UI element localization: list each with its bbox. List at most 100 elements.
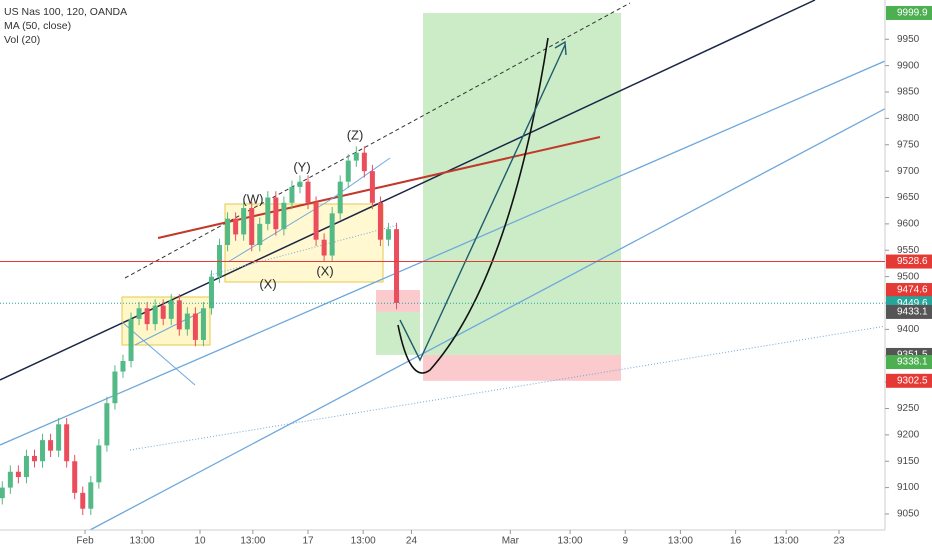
x-tick-label: 16 (730, 536, 742, 547)
candle-body (160, 305, 166, 319)
x-tick-label: 17 (302, 536, 314, 547)
x-tick-label: 13:00 (668, 536, 693, 547)
wave-label: (X) (259, 276, 276, 291)
price-tag-label: 9433.1 (897, 307, 928, 318)
candle-body (321, 239, 327, 256)
y-tick-label: 9050 (897, 509, 920, 520)
y-tick-label: 9550 (897, 245, 920, 256)
resistance-line (157, 136, 601, 239)
x-tick-label: Feb (76, 536, 94, 547)
x-tick-label: 13:00 (774, 536, 799, 547)
candles (0, 146, 400, 516)
candle-body (31, 455, 37, 462)
x-tick-label: 13:00 (351, 536, 376, 547)
y-tick-label: 9800 (897, 113, 920, 124)
pattern-line (121, 321, 196, 386)
profit-zone (376, 311, 420, 355)
candle-body (297, 181, 303, 187)
candle-body (200, 308, 206, 340)
dotted-line (209, 224, 399, 276)
x-tick-label: 13:00 (130, 536, 155, 547)
candle-body (184, 313, 190, 330)
wave-label: (Y) (293, 159, 310, 174)
arrow-head (554, 40, 567, 56)
candle-body (120, 361, 126, 372)
chart-title: US Nas 100, 120, OANDA (4, 6, 127, 18)
candle-body (265, 197, 271, 224)
candle-body (56, 424, 62, 451)
candle-body (281, 202, 287, 230)
channel-line (89, 104, 893, 531)
candle-body (23, 455, 29, 478)
price-tag-label: 9474.6 (897, 285, 928, 296)
x-tick-label: 9 (622, 536, 628, 547)
channel-line (0, 57, 893, 446)
wave-label: (W) (243, 191, 264, 206)
candle-body (313, 202, 319, 240)
candle-body (345, 160, 351, 182)
x-tick-label: Mar (502, 536, 520, 547)
candle-body (0, 487, 5, 499)
y-tick-label: 9600 (897, 219, 920, 230)
candle-body (48, 440, 54, 451)
y-tick-label: 9750 (897, 139, 920, 150)
forecast-curve (397, 37, 549, 374)
candle-body (104, 403, 110, 446)
candle-body (192, 313, 198, 340)
candle-body (128, 318, 134, 362)
price-tag (886, 254, 932, 269)
candle-body (40, 440, 46, 462)
candle-body (273, 197, 279, 230)
price-tag (886, 283, 932, 298)
candle-body (377, 202, 383, 240)
candle-body (168, 300, 174, 319)
y-tick-label: 9250 (897, 403, 920, 414)
candle-body (361, 152, 367, 172)
candle-body (257, 223, 263, 245)
candle-body (176, 300, 182, 330)
x-tick-label: 13:00 (240, 536, 265, 547)
candle-body (329, 213, 335, 256)
y-tick-label: 9950 (897, 34, 920, 45)
candle-body (112, 371, 118, 404)
candle-body (217, 244, 223, 277)
price-tag-label: 9528.6 (897, 256, 928, 267)
candle-body (64, 424, 70, 462)
candle-body (305, 181, 311, 203)
y-tick-label: 9650 (897, 192, 920, 203)
candle-body (80, 492, 86, 509)
y-tick-label: 9150 (897, 456, 920, 467)
y-tick-label: 9850 (897, 87, 920, 98)
y-tick-label: 9700 (897, 166, 920, 177)
wave-label: (X) (316, 263, 333, 278)
candle-body (72, 461, 78, 493)
x-tick-label: 13:00 (558, 536, 583, 547)
candle-body (233, 218, 239, 235)
candle-body (96, 445, 102, 483)
loss-zone (423, 354, 621, 381)
candle-body (7, 471, 13, 488)
x-tick-label: 24 (406, 536, 418, 547)
y-tick-label: 9500 (897, 271, 920, 282)
price-tag-label: 9338.1 (897, 357, 928, 368)
y-tick-label: 9900 (897, 60, 920, 71)
candle-body (369, 171, 375, 203)
candle-body (15, 471, 21, 478)
y-tick-label: 9100 (897, 482, 920, 493)
candle-body (208, 276, 214, 309)
price-tag-label: 9999.9 (897, 8, 928, 19)
price-tag (886, 373, 932, 388)
profit-zone (423, 12, 621, 355)
candle-body (353, 152, 359, 161)
candle-body (136, 308, 142, 319)
drawings-back (376, 12, 621, 381)
wave-label: (Z) (347, 127, 364, 142)
candle-body (289, 186, 295, 203)
y-tick-label: 9400 (897, 324, 920, 335)
price-tag-label: 9302.5 (897, 375, 928, 386)
pattern-line (227, 199, 331, 263)
forecast-arrow (399, 44, 566, 362)
candle-body (152, 305, 158, 325)
candle-body (394, 229, 400, 304)
